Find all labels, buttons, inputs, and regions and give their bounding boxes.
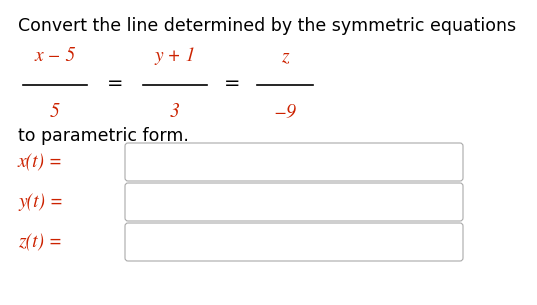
Text: x(t) =: x(t) =	[18, 153, 63, 171]
Text: z: z	[281, 47, 289, 65]
Text: to parametric form.: to parametric form.	[18, 127, 189, 145]
Text: 3: 3	[170, 103, 180, 121]
Text: y + 1: y + 1	[154, 47, 195, 65]
FancyBboxPatch shape	[125, 183, 463, 221]
Text: =: =	[224, 74, 240, 94]
Text: 5: 5	[50, 103, 60, 121]
Text: −9: −9	[273, 103, 296, 121]
Text: z(t) =: z(t) =	[18, 233, 62, 251]
Text: x − 5: x − 5	[34, 47, 76, 65]
Text: =: =	[107, 74, 124, 94]
FancyBboxPatch shape	[125, 143, 463, 181]
Text: y(t) =: y(t) =	[18, 193, 63, 211]
Text: Convert the line determined by the symmetric equations: Convert the line determined by the symme…	[18, 17, 516, 35]
FancyBboxPatch shape	[125, 223, 463, 261]
